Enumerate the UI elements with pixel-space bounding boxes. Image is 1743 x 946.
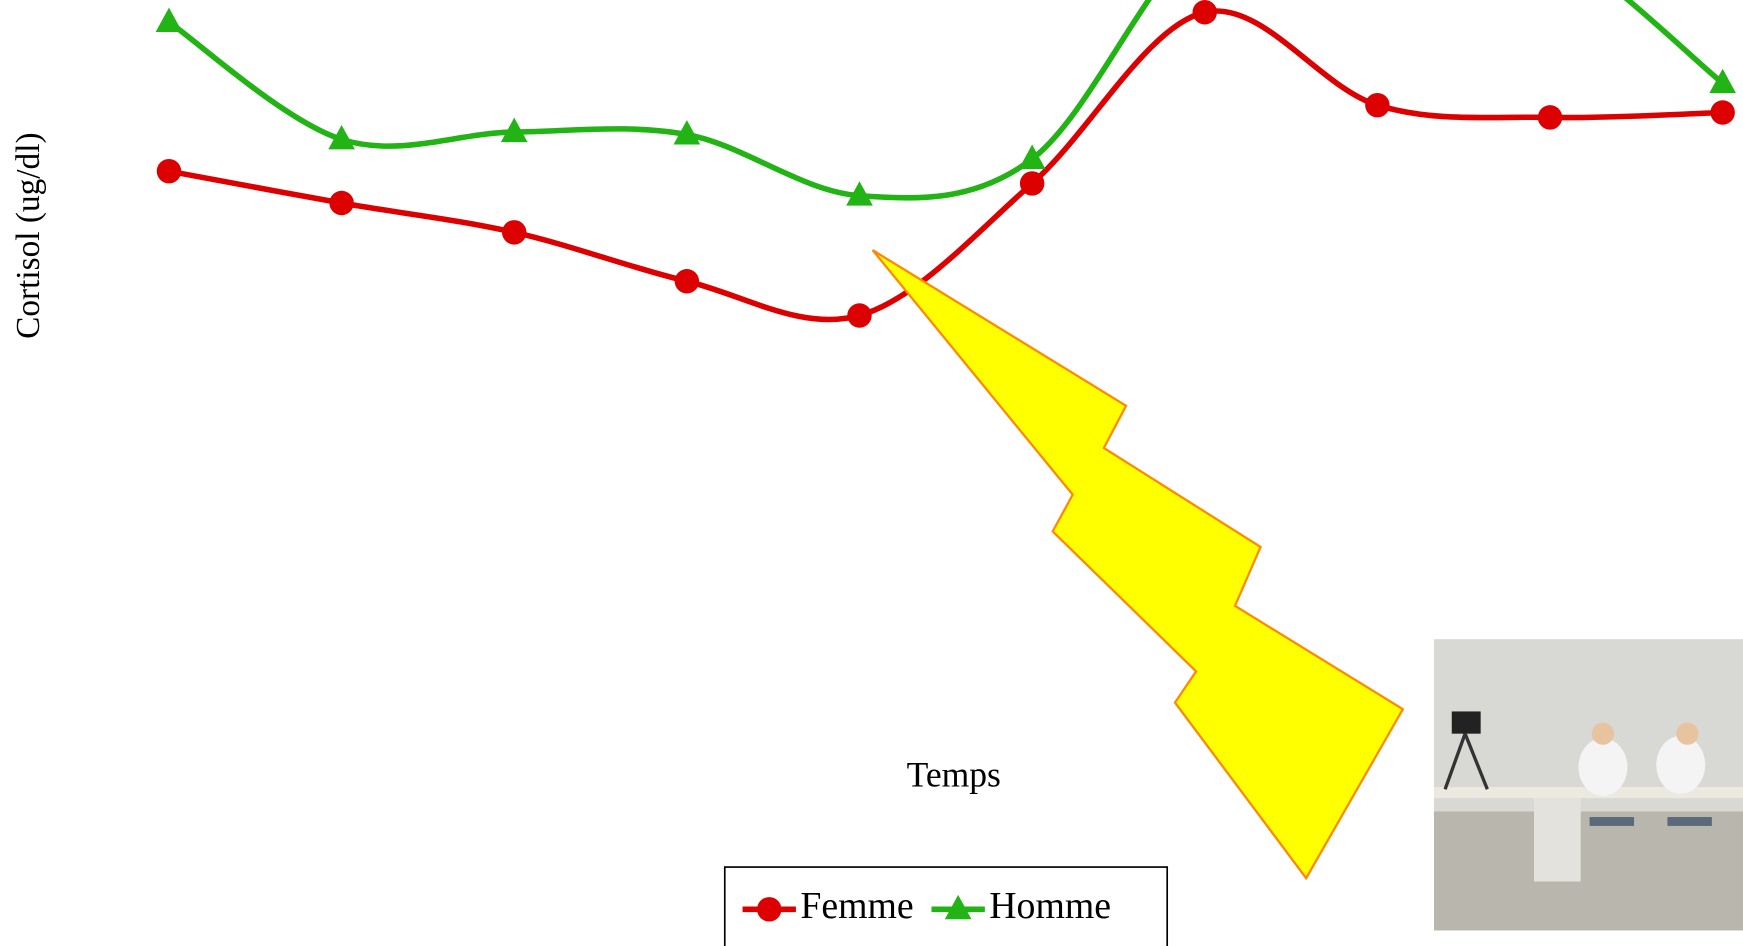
data-point [674, 269, 700, 294]
photo-person [1656, 735, 1706, 794]
photo-table [1433, 787, 1743, 799]
y-axis-label: Cortisol (ug/dl) [10, 132, 47, 338]
data-point [1365, 92, 1390, 118]
x-axis-label: Temps [907, 754, 1001, 794]
data-point [1192, 0, 1217, 25]
data-point [500, 117, 528, 143]
photo-camera [1451, 711, 1481, 734]
data-point [847, 303, 872, 328]
photo-legs [1589, 817, 1635, 826]
data-point [1018, 144, 1046, 169]
legend-marker [944, 894, 972, 920]
series-line [167, 0, 1725, 201]
photo-tripod [1443, 733, 1467, 790]
legend-label: Homme [989, 885, 1111, 927]
photo-tripod [1463, 733, 1489, 790]
lightning-bolt [871, 249, 1405, 881]
series-line [168, 8, 1723, 323]
data-point [328, 124, 355, 150]
photo-floor [1433, 811, 1743, 931]
legend-label: Femme [800, 885, 913, 927]
data-point [673, 120, 701, 145]
legend-marker [757, 897, 782, 922]
data-point [329, 190, 354, 216]
data-point [502, 220, 527, 245]
photo-person-head [1676, 722, 1699, 745]
data-point [156, 158, 182, 184]
photo-cabinet [1534, 798, 1581, 882]
data-point [1710, 100, 1735, 125]
photo [1433, 639, 1743, 931]
legend: Femme Homme [723, 866, 1169, 946]
photo-legs [1667, 817, 1712, 826]
photo-person-head [1591, 722, 1615, 745]
data-point [155, 7, 183, 33]
data-point [1709, 68, 1736, 94]
plot-area [155, 0, 1736, 328]
data-point [846, 181, 873, 206]
photo-person [1578, 738, 1628, 796]
data-point [1537, 105, 1563, 130]
data-point [1019, 171, 1045, 196]
